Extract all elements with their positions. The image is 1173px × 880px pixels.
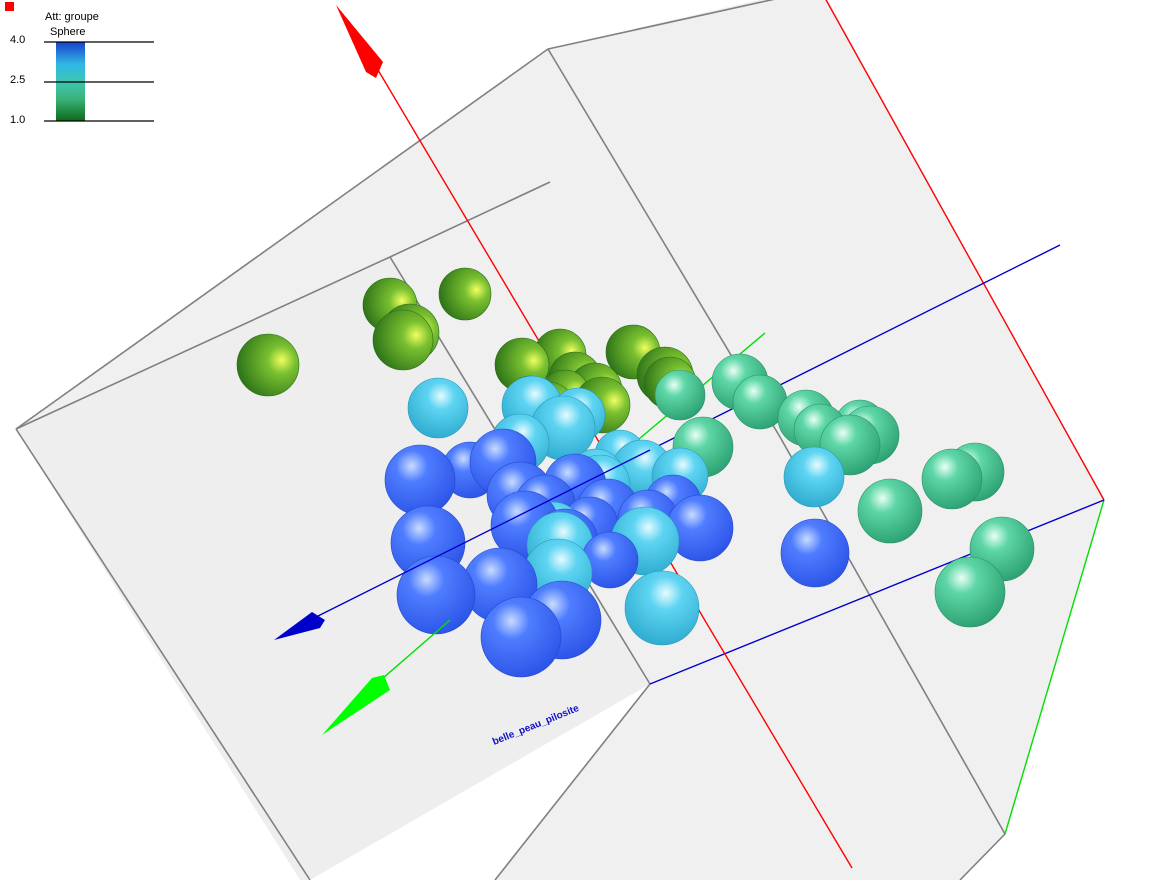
data-point-sphere [857, 478, 923, 544]
legend-tick-label: 4.0 [10, 34, 25, 46]
legend: Att: groupe Sphere 4.0 2.5 1.0 [5, 2, 154, 126]
data-point-sphere [236, 333, 300, 397]
data-point-sphere [624, 570, 700, 646]
box-edge [389, 181, 551, 258]
legend-tick-label: 1.0 [10, 114, 25, 126]
data-point-sphere [396, 555, 476, 635]
box-edge [494, 683, 651, 880]
data-point-sphere [934, 556, 1006, 628]
data-points [236, 267, 1035, 678]
data-point-sphere [921, 448, 983, 510]
box-edge [15, 256, 391, 430]
data-point-sphere [407, 377, 469, 439]
box-edge [959, 833, 1006, 880]
box-edge [15, 428, 311, 880]
box-edge-green [1004, 499, 1105, 835]
data-point-sphere [654, 369, 706, 421]
box-edge [15, 48, 549, 430]
data-point-sphere [780, 518, 850, 588]
y-axis-line-front [374, 619, 451, 686]
legend-subtitle: Sphere [50, 26, 85, 38]
legend-tick-label: 2.5 [10, 74, 25, 86]
box-edge-red [825, 0, 1105, 501]
box-edge [547, 0, 775, 50]
y-axis-arrow-icon [322, 675, 390, 735]
z-axis-line-front [299, 449, 651, 626]
data-point-sphere [783, 446, 845, 508]
data-point-sphere [438, 267, 492, 321]
x-axis-arrow-icon [336, 5, 383, 78]
box-face-left [16, 257, 650, 880]
z-axis-line [649, 244, 1061, 451]
legend-marker [5, 2, 14, 11]
legend-title: Att: groupe [45, 11, 99, 23]
z-axis-arrow-icon [274, 612, 325, 640]
data-point-sphere [372, 309, 434, 371]
data-point-sphere [480, 596, 562, 678]
data-point-sphere [384, 444, 456, 516]
